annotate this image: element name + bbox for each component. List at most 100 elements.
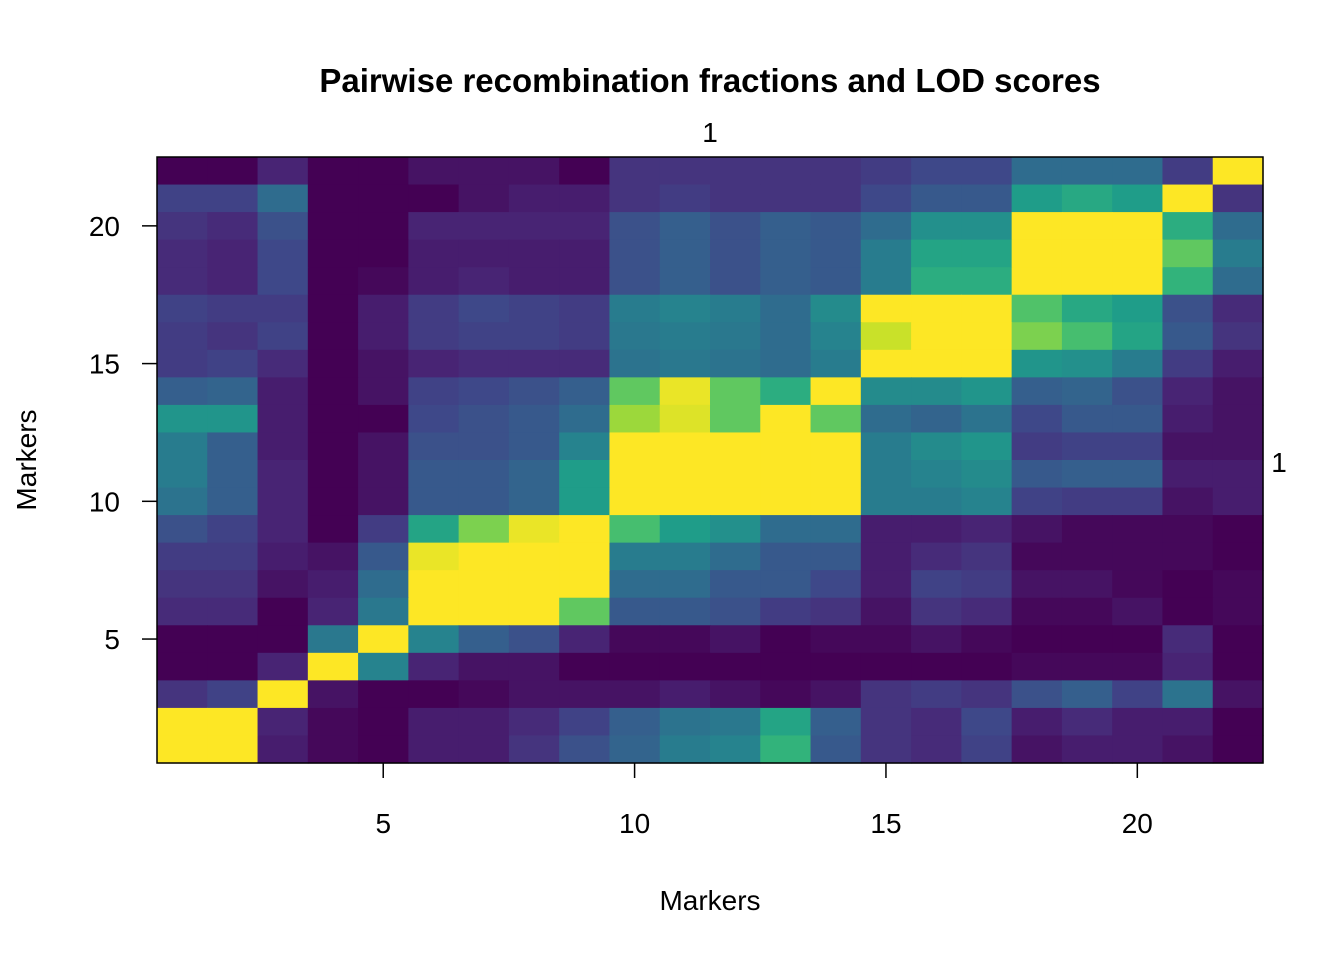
heatmap-cell	[810, 460, 862, 489]
heatmap-cell	[860, 267, 912, 296]
heatmap-cell	[1162, 460, 1214, 489]
heatmap-cell	[961, 377, 1013, 406]
heatmap-cell	[508, 212, 560, 241]
heatmap-cell	[257, 652, 309, 681]
heatmap-cell	[860, 707, 912, 737]
heatmap-cell	[1061, 377, 1113, 406]
heatmap-cell	[961, 680, 1013, 709]
heatmap-cell	[358, 487, 409, 516]
heatmap-cell	[257, 212, 309, 241]
heatmap-cell	[508, 157, 560, 186]
heatmap-cell	[408, 680, 460, 709]
heatmap-cell	[760, 267, 812, 296]
heatmap-cell	[911, 652, 962, 681]
heatmap-cell	[358, 294, 409, 323]
heatmap-cell	[157, 157, 208, 186]
heatmap-cell	[1011, 515, 1063, 544]
heatmap-cell	[1212, 625, 1264, 654]
heatmap-cell	[559, 680, 611, 709]
heatmap-cell	[408, 349, 460, 378]
heatmap-cell	[659, 349, 711, 378]
heatmap-cell	[157, 570, 208, 599]
heatmap-cell	[1212, 515, 1264, 544]
heatmap-cell	[810, 184, 862, 213]
heatmap-cell	[408, 267, 460, 296]
heatmap-cell	[961, 487, 1013, 516]
heatmap-cell	[760, 239, 812, 268]
heatmap-cell	[1162, 322, 1214, 351]
heatmap-cell	[860, 184, 912, 213]
heatmap-cell	[659, 570, 711, 599]
heatmap-cell	[609, 652, 661, 681]
heatmap-cell	[408, 404, 460, 434]
heatmap-cell	[508, 349, 560, 378]
heatmap-cell	[860, 542, 912, 571]
heatmap-cell	[257, 349, 309, 378]
heatmap-cell	[810, 239, 862, 268]
heatmap-cell	[1112, 239, 1164, 268]
heatmap-cell	[810, 680, 862, 709]
heatmap-cell	[358, 570, 409, 599]
heatmap-cell	[408, 322, 460, 351]
heatmap-cell	[307, 212, 359, 241]
heatmap-cell	[1212, 597, 1264, 626]
heatmap-cell	[1112, 460, 1164, 489]
heatmap-cell	[710, 460, 761, 489]
heatmap-cell	[157, 349, 208, 378]
heatmap-cell	[710, 404, 761, 434]
heatmap-cell	[1011, 707, 1063, 737]
heatmap-cell	[458, 570, 510, 599]
heatmap-cell	[609, 487, 661, 516]
heatmap-cell	[1011, 625, 1063, 654]
heatmap-cell	[559, 707, 611, 737]
heatmap-cell	[207, 267, 259, 296]
heatmap-cell	[1212, 349, 1264, 378]
heatmap-cell	[559, 570, 611, 599]
heatmap-cell	[1212, 432, 1264, 461]
y-axis-label: Markers	[11, 409, 42, 510]
heatmap-cell	[810, 157, 862, 186]
heatmap-cell	[1212, 542, 1264, 571]
heatmap-cell	[609, 625, 661, 654]
heatmap-cell	[559, 377, 611, 406]
heatmap-cell	[760, 212, 812, 241]
heatmap-cell	[1212, 294, 1264, 323]
heatmap-cell	[760, 735, 812, 764]
heatmap-cell	[710, 267, 761, 296]
heatmap-cell	[710, 349, 761, 378]
heatmap-cell	[1112, 184, 1164, 213]
heatmap-cell	[508, 294, 560, 323]
heatmap-cell	[1061, 294, 1113, 323]
heatmap-cell	[157, 404, 208, 434]
heatmap-cell	[307, 680, 359, 709]
heatmap-cell	[1061, 487, 1113, 516]
heatmap-cell	[157, 294, 208, 323]
heatmap-cell	[1061, 239, 1113, 268]
heatmap-cell	[1162, 349, 1214, 378]
heatmap-cell	[1212, 680, 1264, 709]
heatmap-cell	[1061, 707, 1113, 737]
heatmap-cell	[1112, 625, 1164, 654]
heatmap-cell	[257, 294, 309, 323]
heatmap-cell	[1061, 349, 1113, 378]
heatmap-cell	[659, 212, 711, 241]
heatmap-cell	[458, 735, 510, 764]
heatmap-cell	[559, 404, 611, 434]
heatmap-cell	[358, 735, 409, 764]
heatmap-cell	[1011, 157, 1063, 186]
heatmap-cell	[911, 432, 962, 461]
heatmap-cell	[307, 652, 359, 681]
heatmap-cell	[408, 652, 460, 681]
heatmap-cell	[508, 267, 560, 296]
heatmap-cell	[710, 735, 761, 764]
heatmap-cell	[911, 515, 962, 544]
heatmap-cell	[609, 515, 661, 544]
heatmap-cell	[1112, 267, 1164, 296]
heatmap-cell	[810, 515, 862, 544]
heatmap-cell	[609, 707, 661, 737]
heatmap-cell	[1212, 487, 1264, 516]
heatmap-cell	[659, 625, 711, 654]
heatmap-cell	[1061, 404, 1113, 434]
heatmap-cell	[1162, 570, 1214, 599]
heatmap-cell	[207, 542, 259, 571]
